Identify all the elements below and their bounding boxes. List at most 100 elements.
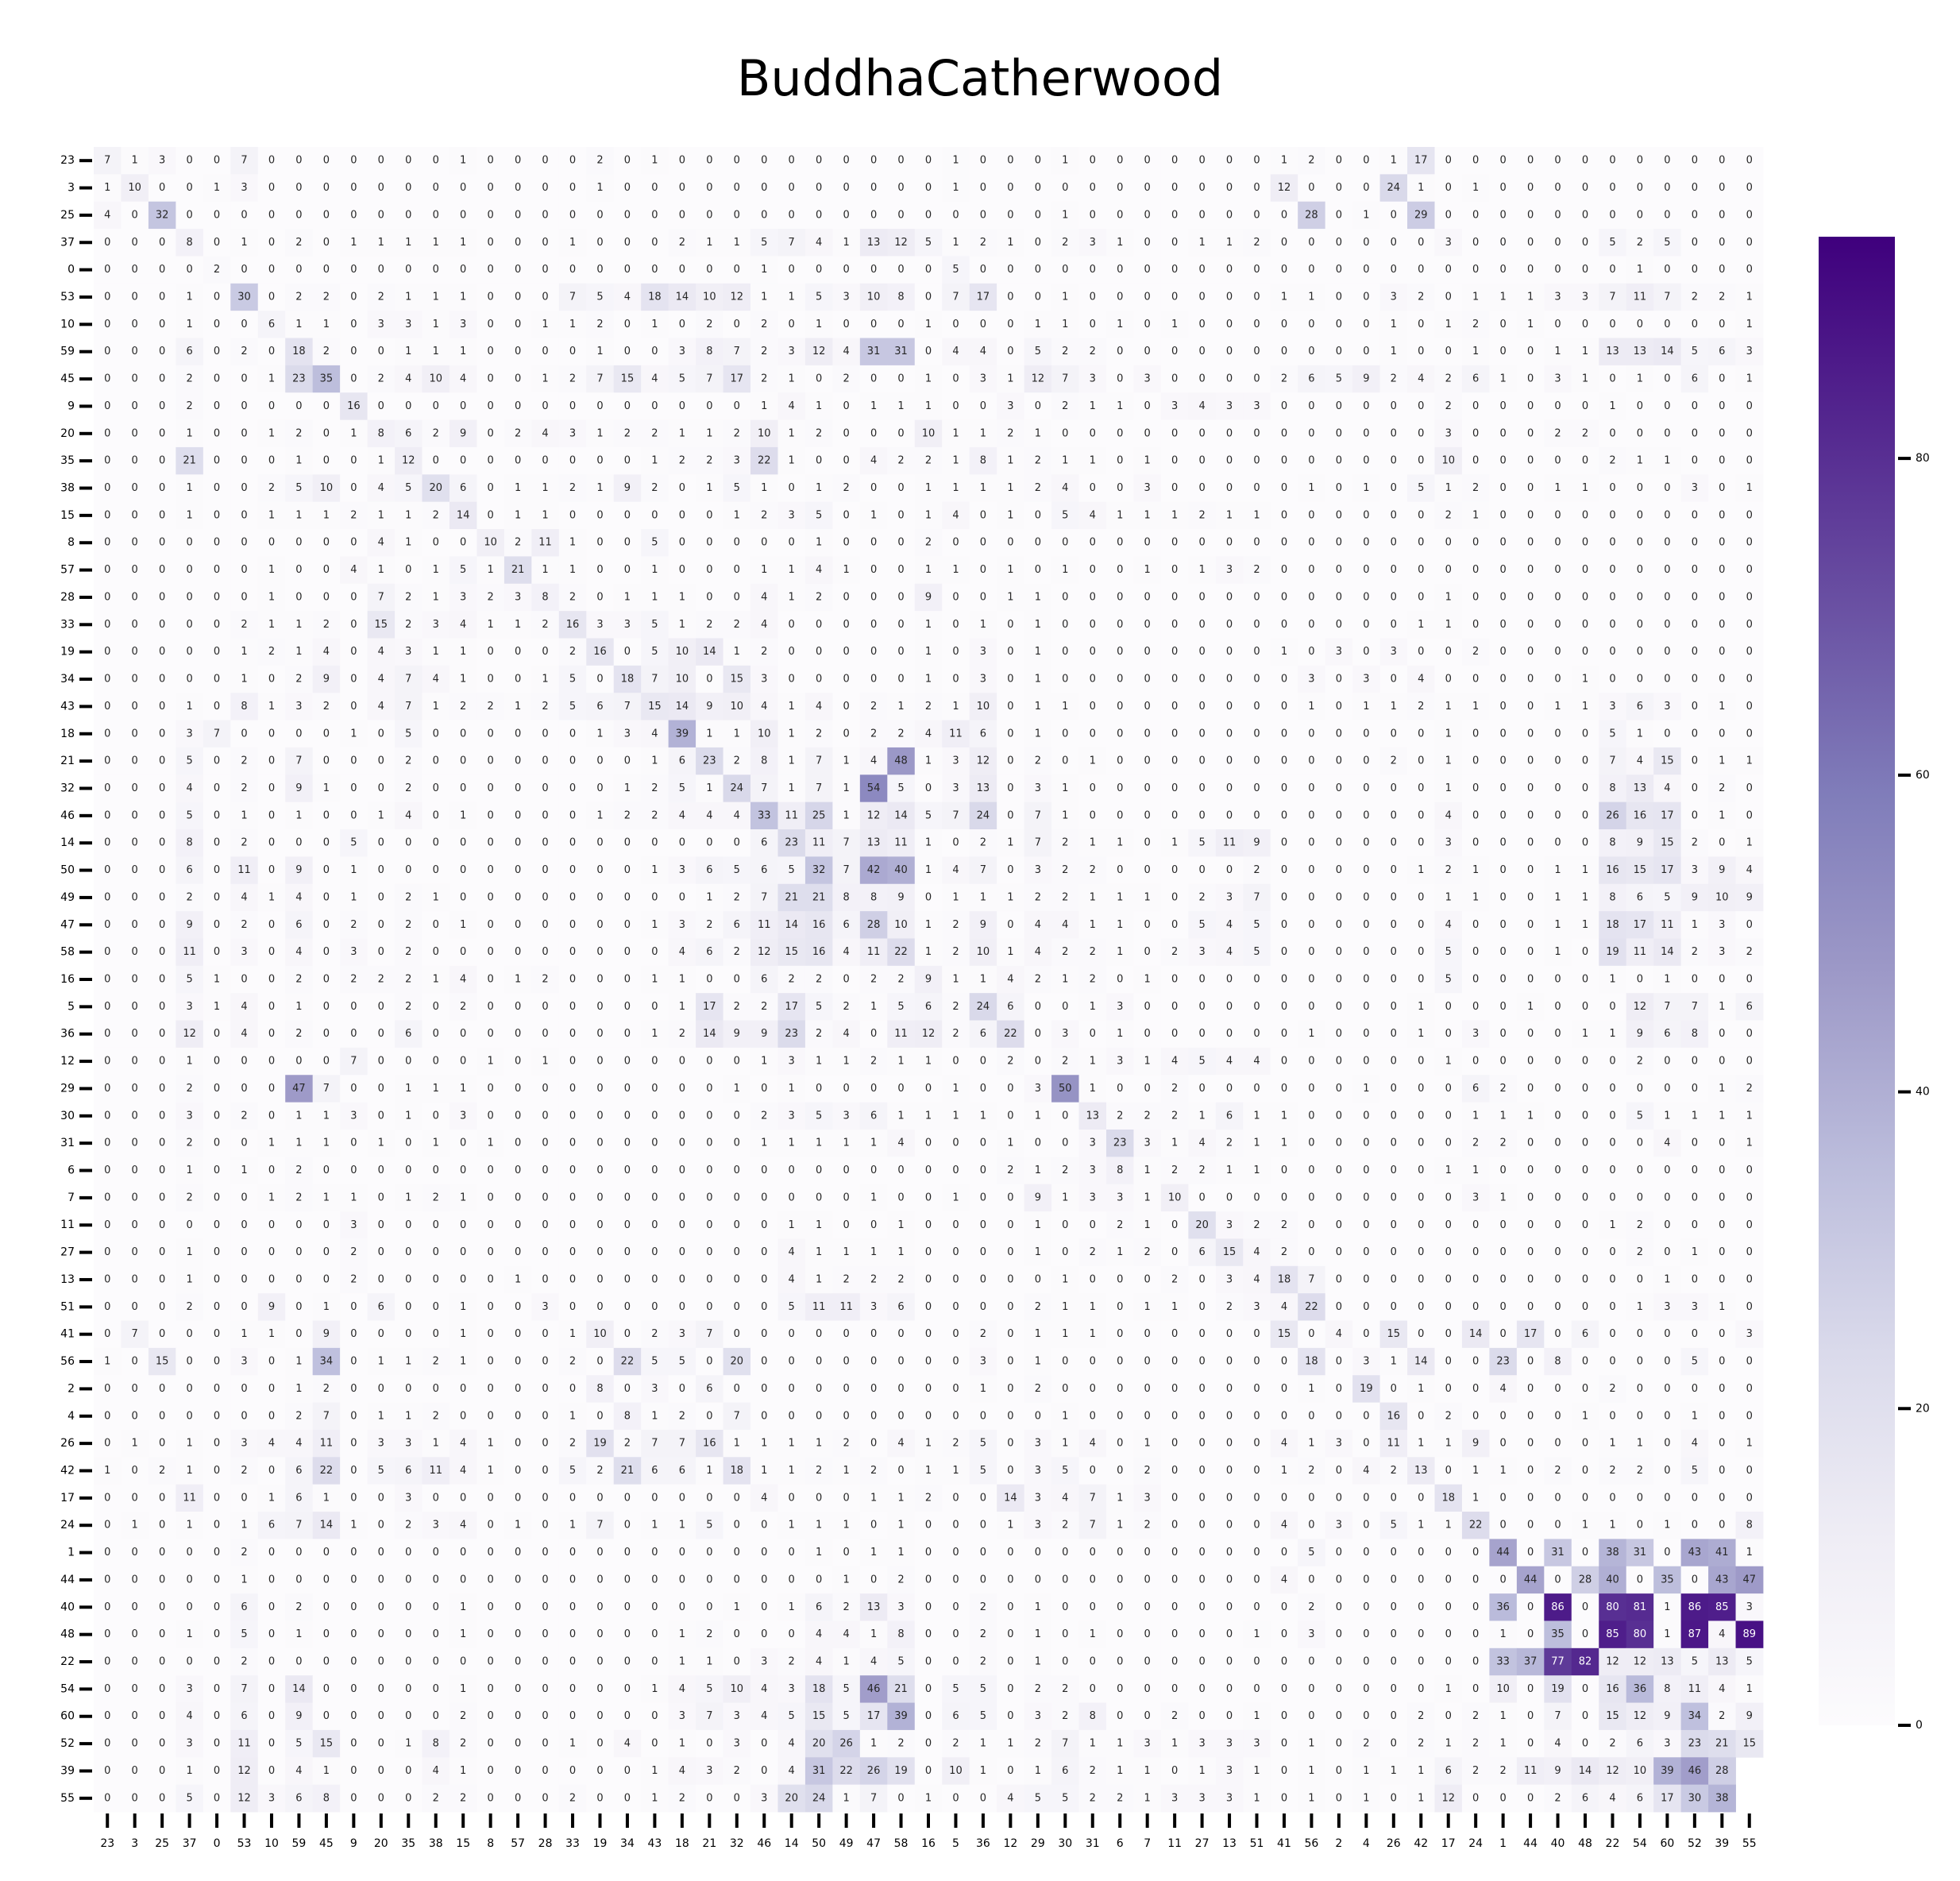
heatmap-cell bbox=[257, 338, 286, 366]
heatmap-cell bbox=[1215, 338, 1244, 366]
cell-value-label: 0 bbox=[1692, 591, 1698, 603]
cell-value-label: 0 bbox=[816, 619, 822, 631]
cell-value-label: 1 bbox=[323, 319, 330, 330]
cell-value-label: 0 bbox=[1171, 674, 1178, 686]
cell-value-label: 0 bbox=[104, 482, 110, 494]
heatmap-cell bbox=[230, 311, 259, 338]
cell-value-label: 0 bbox=[1198, 319, 1205, 330]
cell-value-label: 5 bbox=[761, 237, 767, 249]
cell-value-label: 0 bbox=[1445, 674, 1452, 686]
cell-value-label: 1 bbox=[1472, 701, 1479, 713]
cell-value-label: 0 bbox=[870, 209, 877, 221]
heatmap-cell bbox=[422, 311, 450, 338]
cell-value-label: 1 bbox=[1281, 646, 1287, 658]
cell-value-label: 1 bbox=[1062, 155, 1068, 167]
cell-value-label: 4 bbox=[952, 346, 959, 357]
heatmap-cell bbox=[176, 256, 204, 284]
cell-value-label: 1 bbox=[1062, 291, 1068, 303]
heatmap-cell bbox=[997, 201, 1025, 230]
cell-value-label: 0 bbox=[1007, 346, 1013, 357]
heatmap-cell bbox=[859, 147, 888, 175]
cell-value-label: 0 bbox=[1527, 346, 1534, 357]
cell-value-label: 0 bbox=[1198, 701, 1205, 713]
cell-value-label: 5 bbox=[1692, 346, 1698, 357]
cell-value-label: 1 bbox=[1499, 373, 1506, 385]
heatmap-cell bbox=[613, 174, 642, 203]
cell-value-label: 0 bbox=[1554, 564, 1561, 576]
cell-value-label: 0 bbox=[1746, 591, 1753, 603]
cell-value-label: 2 bbox=[1609, 455, 1615, 467]
cell-value-label: 0 bbox=[1117, 155, 1123, 167]
heatmap-cell bbox=[121, 283, 149, 311]
heatmap-cell bbox=[176, 365, 204, 393]
cell-value-label: 0 bbox=[1719, 264, 1725, 276]
cell-value-label: 4 bbox=[761, 701, 767, 713]
heatmap-cell bbox=[1188, 283, 1217, 311]
cell-value-label: 0 bbox=[925, 264, 932, 276]
cell-value-label: 1 bbox=[1746, 291, 1753, 303]
cell-value-label: 0 bbox=[816, 455, 822, 467]
heatmap-cell bbox=[1160, 311, 1189, 338]
heatmap-cell bbox=[531, 283, 560, 311]
cell-value-label: 31 bbox=[894, 346, 908, 357]
heatmap-cell bbox=[1407, 229, 1435, 257]
cell-value-label: 3 bbox=[1692, 482, 1698, 494]
heatmap-cell bbox=[1434, 147, 1463, 175]
cell-value-label: 0 bbox=[214, 482, 220, 494]
heatmap-cell bbox=[367, 311, 395, 338]
heatmap-cell bbox=[832, 174, 861, 203]
cell-value-label: 0 bbox=[1253, 346, 1260, 357]
cell-value-label: 0 bbox=[1253, 291, 1260, 303]
cell-value-label: 0 bbox=[159, 400, 165, 412]
cell-value-label: 0 bbox=[1281, 619, 1287, 631]
cell-value-label: 0 bbox=[1746, 455, 1753, 467]
cell-value-label: 0 bbox=[569, 264, 576, 276]
cell-value-label: 2 bbox=[679, 237, 685, 249]
chart-title: BuddhaCatherwood bbox=[736, 49, 1224, 107]
cell-value-label: 15 bbox=[731, 674, 744, 686]
heatmap-cell bbox=[531, 229, 560, 257]
heatmap-cell bbox=[750, 174, 778, 203]
cell-value-label: 16 bbox=[347, 400, 361, 412]
cell-value-label: 0 bbox=[624, 646, 631, 658]
cell-value-label: 0 bbox=[214, 237, 220, 249]
cell-value-label: 0 bbox=[1391, 509, 1397, 521]
cell-value-label: 0 bbox=[1281, 264, 1287, 276]
cell-value-label: 0 bbox=[843, 182, 849, 194]
cell-value-label: 1 bbox=[1035, 427, 1041, 439]
cell-value-label: 1 bbox=[1445, 482, 1452, 494]
cell-value-label: 4 bbox=[433, 674, 439, 686]
heatmap-cell bbox=[1407, 283, 1435, 311]
cell-value-label: 10 bbox=[128, 182, 141, 194]
cell-value-label: 0 bbox=[761, 537, 767, 549]
cell-value-label: 0 bbox=[159, 701, 165, 713]
cell-value-label: 0 bbox=[1554, 237, 1561, 249]
cell-value-label: 0 bbox=[350, 346, 357, 357]
cell-value-label: 1 bbox=[1090, 455, 1096, 467]
cell-value-label: 2 bbox=[569, 373, 576, 385]
cell-value-label: 0 bbox=[980, 182, 986, 194]
heatmap-cell bbox=[1188, 256, 1217, 284]
heatmap-cell bbox=[285, 174, 314, 203]
cell-value-label: 0 bbox=[214, 564, 220, 576]
cell-value-label: 0 bbox=[488, 373, 494, 385]
heatmap-cell bbox=[1188, 338, 1217, 366]
cell-value-label: 0 bbox=[1062, 591, 1068, 603]
cell-value-label: 1 bbox=[897, 701, 904, 713]
cell-value-label: 0 bbox=[1499, 182, 1506, 194]
heatmap-cell bbox=[1461, 147, 1490, 175]
heatmap-cell bbox=[914, 311, 943, 338]
cell-value-label: 14 bbox=[676, 291, 689, 303]
heatmap-cell bbox=[613, 338, 642, 366]
heatmap-cell bbox=[230, 174, 259, 203]
cell-value-label: 0 bbox=[433, 209, 439, 221]
heatmap-cell bbox=[531, 147, 560, 175]
cell-value-label: 0 bbox=[706, 155, 712, 167]
heatmap-cell bbox=[1051, 283, 1079, 311]
cell-value-label: 0 bbox=[1253, 482, 1260, 494]
cell-value-label: 0 bbox=[1363, 182, 1369, 194]
heatmap-cell bbox=[832, 201, 861, 230]
cell-value-label: 7 bbox=[789, 237, 795, 249]
cell-value-label: 0 bbox=[268, 182, 275, 194]
